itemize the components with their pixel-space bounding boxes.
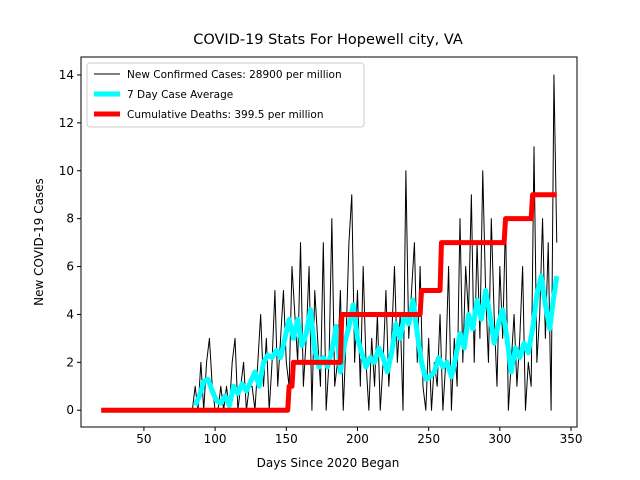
plot-frame xyxy=(80,56,578,428)
x-tick-label: 150 xyxy=(275,432,298,446)
x-tick-label: 100 xyxy=(204,432,227,446)
legend-label: 7 Day Case Average xyxy=(127,89,233,101)
legend-label: Cumulative Deaths: 399.5 per million xyxy=(127,109,324,121)
x-tick-label: 250 xyxy=(417,432,440,446)
x-tick-label: 50 xyxy=(136,432,151,446)
series-line xyxy=(101,192,557,413)
x-tick-label: 350 xyxy=(560,432,583,446)
series-line xyxy=(192,273,560,408)
y-tick-label: 14 xyxy=(59,68,74,82)
chart-title: COVID-19 Stats For Hopewell city, VA xyxy=(193,32,463,48)
y-tick-label: 12 xyxy=(59,116,74,130)
y-tick-label: 0 xyxy=(66,403,74,417)
y-tick-label: 4 xyxy=(66,307,74,321)
y-tick-label: 2 xyxy=(66,355,74,369)
y-tick-label: 6 xyxy=(66,260,74,274)
x-tick-label: 300 xyxy=(488,432,511,446)
x-tick-label: 200 xyxy=(346,432,369,446)
legend-box xyxy=(86,62,365,128)
y-axis-label: New COVID-19 Cases xyxy=(32,178,46,306)
legend-label: New Confirmed Cases: 28900 per million xyxy=(127,69,342,81)
x-axis-label: Days Since 2020 Began xyxy=(257,456,400,470)
y-tick-label: 8 xyxy=(66,212,74,226)
y-tick-label: 10 xyxy=(59,164,74,178)
